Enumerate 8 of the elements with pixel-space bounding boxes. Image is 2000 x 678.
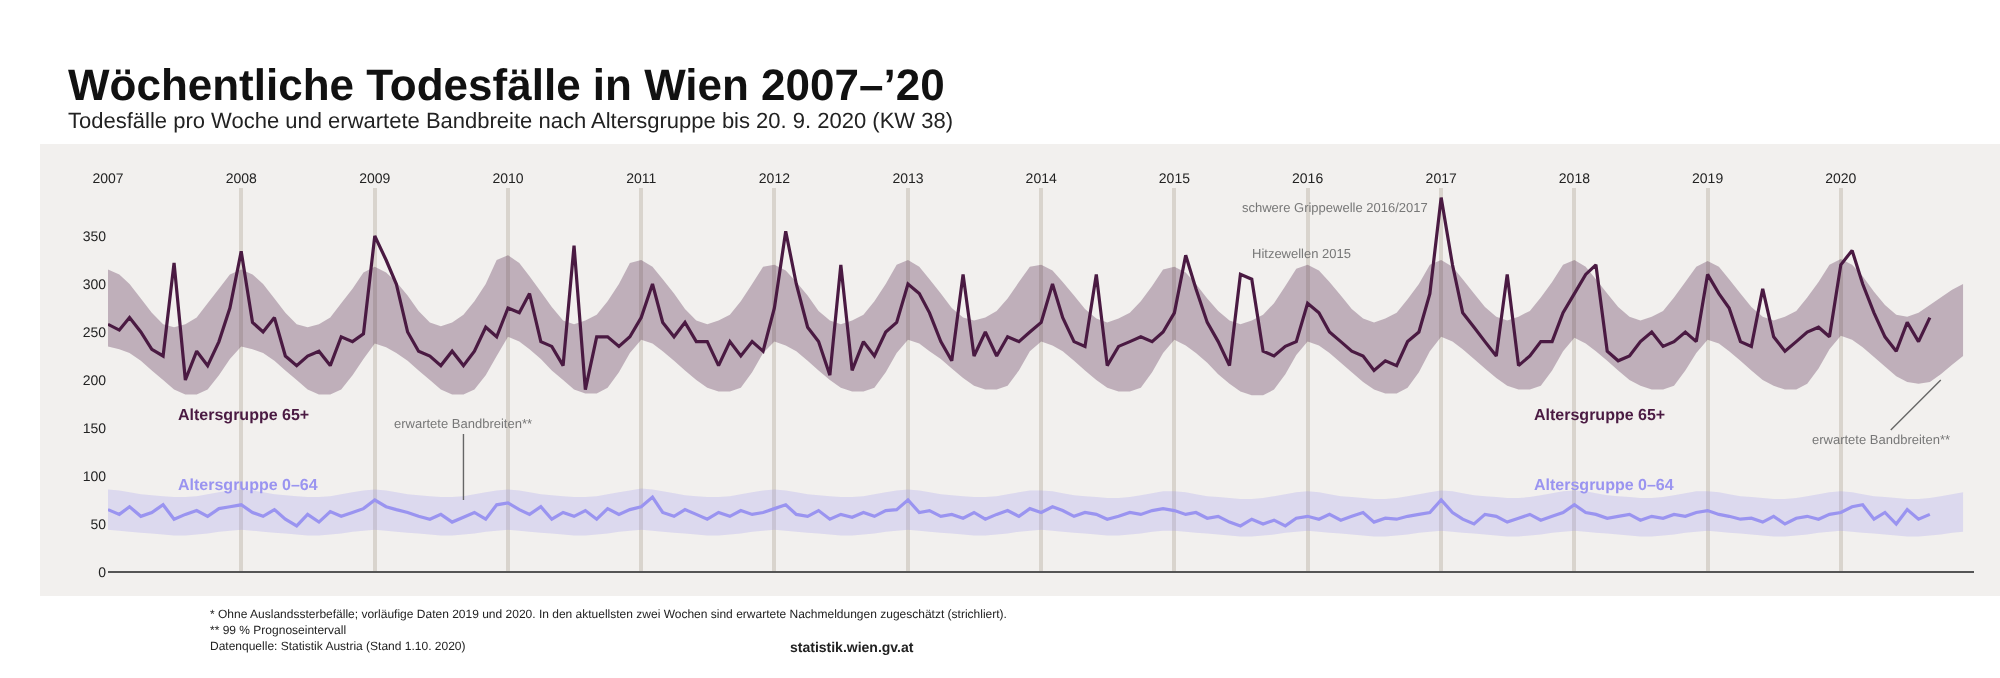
series-label: Altersgruppe 0–64 (178, 476, 319, 494)
line-series (108, 495, 1932, 528)
chart-subtitle: Todesfälle pro Woche und erwartete Bandbreite nach Altersgruppe bis 20. 9. 2020 (KW 38) (68, 110, 954, 134)
line-series (108, 196, 1932, 392)
chart-title: Wöchentliche Todesfälle in Wien 2007–’20 (68, 60, 945, 112)
text: Altersgruppe 0–64 (1534, 476, 1674, 494)
series-label: Altersgruppe 65+ (178, 406, 310, 424)
text: Altersgruppe 65+ (1534, 406, 1666, 424)
